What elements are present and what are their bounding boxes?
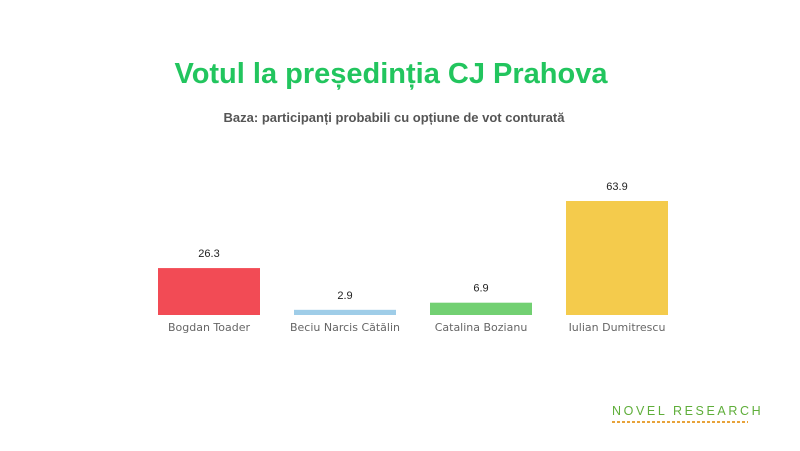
bar-3 [430,302,532,315]
bar-2 [294,309,396,315]
category-label-3: Catalina Bozianu [435,321,528,334]
novel-research-logo: NOVEL RESEARCH [612,404,764,423]
data-label-3: 6.9 [473,283,488,295]
data-label-1: 26.3 [198,248,219,260]
logo-text: NOVEL RESEARCH [612,404,764,418]
data-label-4: 63.9 [606,181,627,193]
bar-1 [158,268,260,315]
logo-underline [612,421,748,423]
bar-4 [566,201,668,315]
chart-title: Votul la președinția CJ Prahova [174,58,608,90]
category-label-4: Iulian Dumitrescu [569,321,666,334]
category-label-2: Beciu Narcis Cătălin [290,321,400,334]
category-label-1: Bogdan Toader [168,321,251,334]
chart-subtitle: Baza: participanți probabili cu opțiune … [223,110,565,125]
data-label-2: 2.9 [337,290,352,302]
